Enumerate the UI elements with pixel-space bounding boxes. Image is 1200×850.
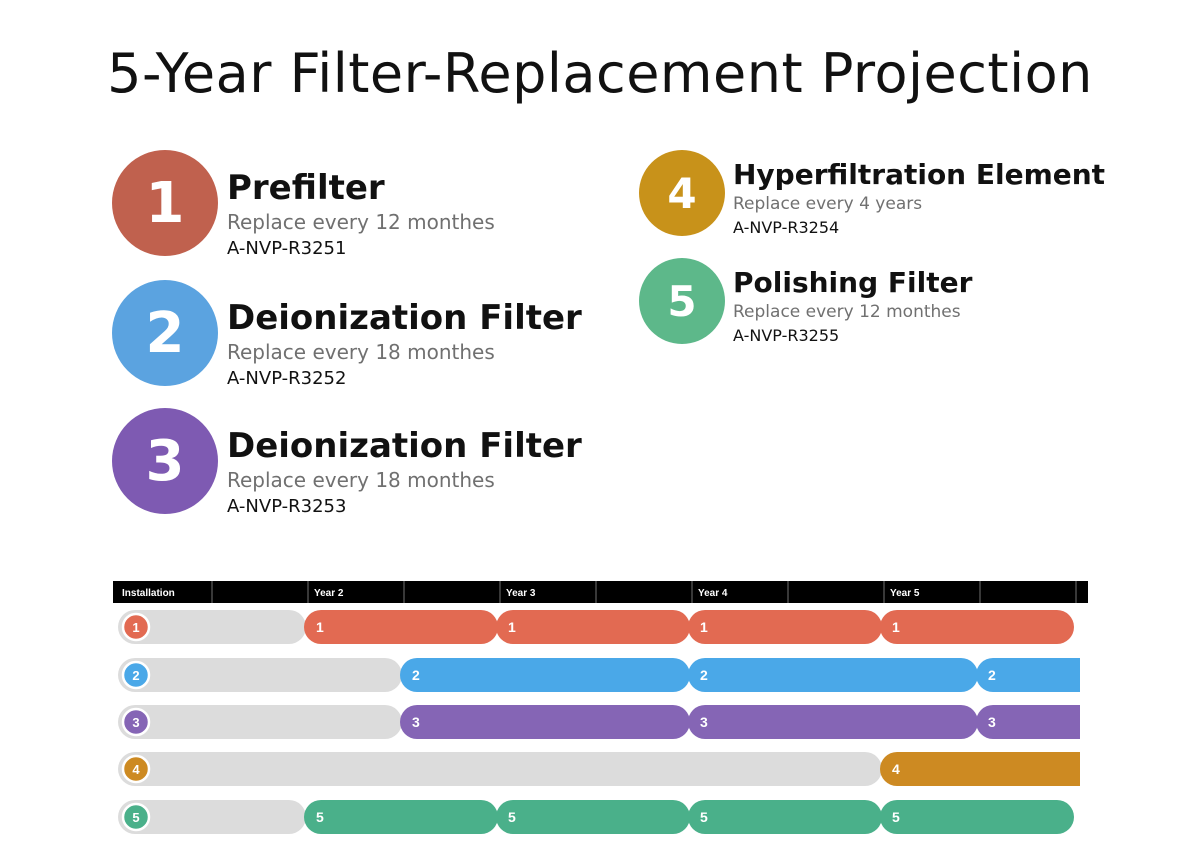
filter-2-name: Deionization Filter xyxy=(227,298,582,338)
filter-1-part-number: A-NVP-R3251 xyxy=(227,238,347,259)
row-2-start-label: 2 xyxy=(132,668,139,683)
row-3-replacement-bar xyxy=(976,705,1080,739)
row-3-start-label: 3 xyxy=(132,715,139,730)
row-5-idle-bar xyxy=(118,800,306,834)
row-4-start-marker xyxy=(121,754,151,784)
filter-1-interval: Replace every 12 monthes xyxy=(227,210,495,234)
row-2-start-marker xyxy=(121,660,151,690)
row-2-replacement-bar xyxy=(400,658,690,692)
row-2-replacement-label: 2 xyxy=(700,667,708,683)
row-4-start-label: 4 xyxy=(132,762,140,777)
filter-4-part-number: A-NVP-R3254 xyxy=(733,218,840,237)
row-5-replacement-label: 5 xyxy=(316,809,324,825)
row-1-replacement-bar xyxy=(496,610,690,644)
row-2-replacement-bar xyxy=(976,658,1080,692)
filter-3-number-badge: 3 xyxy=(112,408,218,514)
row-5-replacement-bar xyxy=(688,800,882,834)
row-1-replacement-bar xyxy=(880,610,1074,644)
filter-1-name: Prefilter xyxy=(227,168,385,208)
row-1-idle-bar xyxy=(118,610,306,644)
row-2-replacement-label: 2 xyxy=(412,667,420,683)
filter-3-interval: Replace every 18 monthes xyxy=(227,468,495,492)
row-3-start-marker xyxy=(121,707,151,737)
row-1-start-marker xyxy=(121,612,151,642)
row-2-replacement-bar xyxy=(688,658,978,692)
row-5-replacement-bar xyxy=(880,800,1074,834)
row-5-replacement-label: 5 xyxy=(508,809,516,825)
row-1-replacement-bar xyxy=(304,610,498,644)
row-2-idle-bar xyxy=(118,658,402,692)
row-1-replacement-label: 1 xyxy=(892,619,900,635)
timeline-header-label: Year 4 xyxy=(698,588,728,599)
row-1-start-label: 1 xyxy=(132,620,139,635)
row-4-replacement-bar xyxy=(880,752,1080,786)
filter-3-name: Deionization Filter xyxy=(227,426,582,466)
filter-2-part-number: A-NVP-R3252 xyxy=(227,368,347,389)
row-5-replacement-label: 5 xyxy=(700,809,708,825)
row-1-replacement-bar xyxy=(688,610,882,644)
timeline-header-bar xyxy=(113,581,1088,603)
row-5-replacement-bar xyxy=(304,800,498,834)
filter-4-name: Hyperfiltration Element xyxy=(733,158,1106,191)
filter-5-part-number: A-NVP-R3255 xyxy=(733,326,840,345)
row-5-replacement-bar xyxy=(496,800,690,834)
row-3-replacement-label: 3 xyxy=(412,714,420,730)
filter-2-interval: Replace every 18 monthes xyxy=(227,340,495,364)
filter-3-part-number: A-NVP-R3253 xyxy=(227,496,347,517)
row-3-replacement-bar xyxy=(400,705,690,739)
timeline-header-label: Year 3 xyxy=(506,588,536,599)
row-3-replacement-bar xyxy=(688,705,978,739)
filter-5-name: Polishing Filter xyxy=(733,266,973,299)
row-5-start-label: 5 xyxy=(132,810,139,825)
row-1-replacement-label: 1 xyxy=(508,619,516,635)
timeline-header-label: Year 5 xyxy=(890,588,920,599)
filter-4-interval: Replace every 4 years xyxy=(733,194,923,214)
filter-2-number-badge: 2 xyxy=(112,280,218,386)
row-5-start-marker xyxy=(121,802,151,832)
row-3-replacement-label: 3 xyxy=(700,714,708,730)
page-title: 5-Year Filter-Replacement Projection xyxy=(107,42,1093,105)
row-3-replacement-label: 3 xyxy=(988,714,996,730)
row-4-idle-bar xyxy=(118,752,882,786)
row-4-replacement-label: 4 xyxy=(892,761,900,777)
filter-5-interval: Replace every 12 monthes xyxy=(733,302,961,322)
row-1-replacement-label: 1 xyxy=(700,619,708,635)
row-5-replacement-label: 5 xyxy=(892,809,900,825)
filter-5-number-badge: 5 xyxy=(639,258,725,344)
filter-1-number-badge: 1 xyxy=(112,150,218,256)
timeline-header-label: Installation xyxy=(122,588,175,599)
row-3-idle-bar xyxy=(118,705,402,739)
timeline-header-label: Year 2 xyxy=(314,588,344,599)
row-2-replacement-label: 2 xyxy=(988,667,996,683)
filter-4-number-badge: 4 xyxy=(639,150,725,236)
row-1-replacement-label: 1 xyxy=(316,619,324,635)
